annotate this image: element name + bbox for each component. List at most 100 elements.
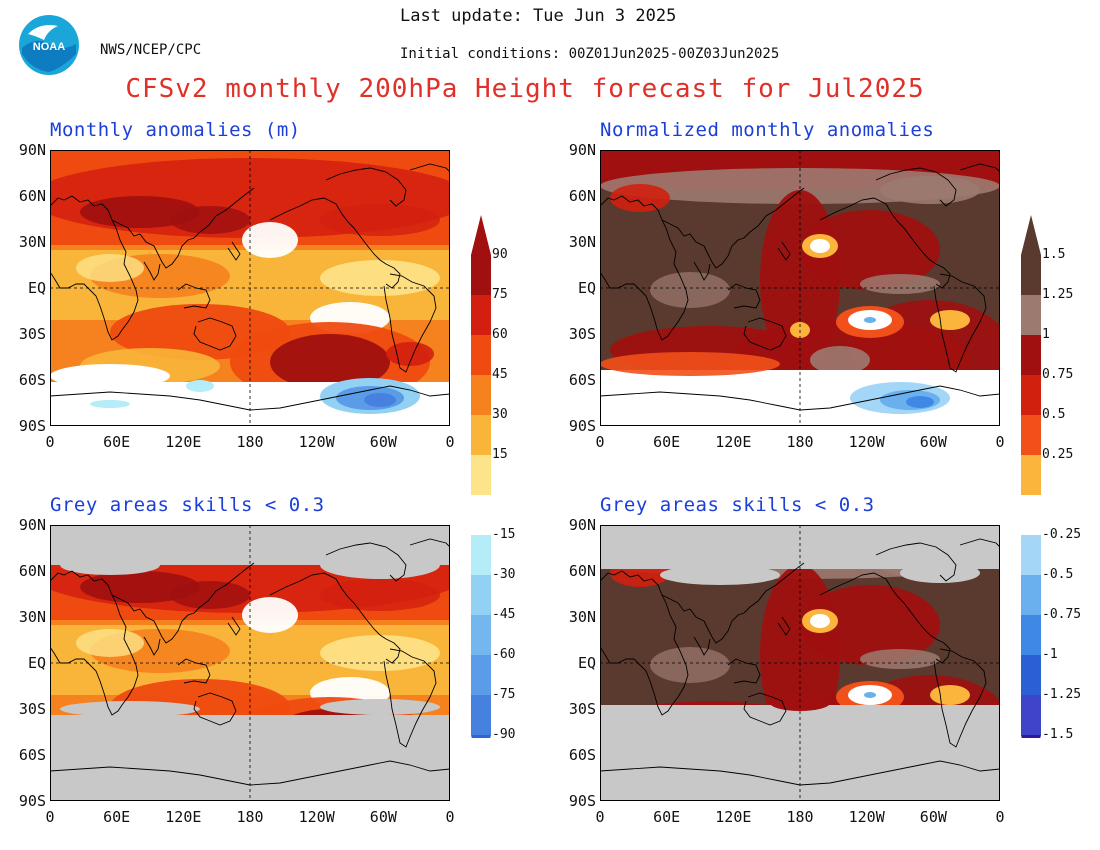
- lon-label: 120W: [848, 808, 885, 826]
- lon-label: 0: [595, 433, 605, 451]
- colorbar-normalized: [1020, 213, 1042, 738]
- lat-label: EQ: [577, 654, 596, 672]
- colorbar-segment: [1021, 535, 1041, 575]
- lon-label: 120W: [298, 433, 335, 451]
- colorbar-segment: [471, 295, 491, 335]
- lon-label: 60W: [369, 433, 397, 451]
- colorbar-segment: [471, 455, 491, 495]
- colorbar-tick-label: 0.5: [1042, 407, 1066, 422]
- lat-label: 30S: [568, 325, 596, 343]
- colorbar-segment: [471, 335, 491, 375]
- panel-title-anomalies: Monthly anomalies (m): [50, 119, 301, 141]
- lon-label: 0: [45, 808, 55, 826]
- colorbar-segment: [1021, 415, 1041, 455]
- lon-label: 0: [45, 433, 55, 451]
- colorbar-segment: [471, 415, 491, 455]
- lon-label: 120W: [848, 433, 885, 451]
- lat-label: 30N: [18, 608, 46, 626]
- colorbar-tick-label: 15: [492, 447, 508, 462]
- colorbar-segment: [1021, 615, 1041, 655]
- map-panel-anomalies: [50, 150, 450, 426]
- lat-label: 90S: [568, 417, 596, 435]
- colorbar-tick-label: -0.75: [1042, 607, 1082, 622]
- lon-label: 120E: [715, 433, 752, 451]
- colorbar-segment: [1021, 255, 1041, 295]
- masked-anomaly-field: [50, 525, 450, 801]
- colorbar-tick-label: 1.5: [1042, 247, 1066, 262]
- colorbar-segment: [471, 695, 491, 735]
- colorbar-segment: [1021, 655, 1041, 695]
- lon-label: 60W: [919, 433, 947, 451]
- lat-label: 90S: [18, 792, 46, 810]
- last-update-text: Last update: Tue Jun 3 2025: [400, 6, 677, 26]
- colorbar-tick-label: -15: [492, 527, 516, 542]
- page-title: CFSv2 monthly 200hPa Height forecast for…: [125, 74, 925, 104]
- colorbar-tick-label: -45: [492, 607, 516, 622]
- colorbar-segment: [471, 535, 491, 575]
- lat-label: 30S: [568, 700, 596, 718]
- colorbar-tick-label: -1.25: [1042, 687, 1082, 702]
- lat-label: 60N: [568, 562, 596, 580]
- colorbar-tick-label: -75: [492, 687, 516, 702]
- panel-title-normalized: Normalized monthly anomalies: [600, 119, 935, 141]
- colorbar-segment: [1021, 335, 1041, 375]
- colorbar-segment: [1021, 575, 1041, 615]
- lon-label: 120W: [298, 808, 335, 826]
- colorbar-tick-label: 0.25: [1042, 447, 1074, 462]
- lat-label: 60S: [18, 371, 46, 389]
- colorbar-tick-label: 90: [492, 247, 508, 262]
- map-panel-skill-normalized: [600, 525, 1000, 801]
- colorbar-bottom-arrow: [471, 735, 491, 738]
- agency-label: NWS/NCEP/CPC: [100, 42, 202, 58]
- map-panel-skill-anomalies: [50, 525, 450, 801]
- lat-label: 30N: [18, 233, 46, 251]
- colorbar-neutral-segment: [471, 495, 491, 535]
- lon-label: 0: [995, 808, 1005, 826]
- lon-label: 0: [445, 433, 455, 451]
- lat-label: 60S: [18, 746, 46, 764]
- colorbar-segment: [1021, 695, 1041, 735]
- lat-label: 30N: [568, 233, 596, 251]
- lon-label: 180: [786, 433, 814, 451]
- colorbar-anomalies: [470, 213, 492, 738]
- colorbar-segment: [1021, 455, 1041, 495]
- colorbar-segment: [471, 655, 491, 695]
- colorbar-neutral-segment: [1021, 495, 1041, 535]
- panel-title-skill-normalized: Grey areas skills < 0.3: [600, 494, 875, 516]
- colorbar-tick-label: -60: [492, 647, 516, 662]
- lon-label: 60E: [103, 433, 131, 451]
- lat-label: EQ: [577, 279, 596, 297]
- colorbar-tick-label: -1.5: [1042, 727, 1074, 742]
- lon-label: 60E: [653, 808, 681, 826]
- lon-label: 60W: [369, 808, 397, 826]
- colorbar-tick-label: -0.5: [1042, 567, 1074, 582]
- colorbar-tick-label: -1: [1042, 647, 1058, 662]
- lon-label: 0: [595, 808, 605, 826]
- lat-label: 60N: [568, 187, 596, 205]
- initial-conditions-text: Initial conditions: 00Z01Jun2025-00Z03Ju…: [400, 46, 780, 62]
- lon-label: 180: [236, 433, 264, 451]
- lat-label: 30S: [18, 325, 46, 343]
- lat-label: EQ: [27, 654, 46, 672]
- lon-label: 60W: [919, 808, 947, 826]
- map-panel-normalized: [600, 150, 1000, 426]
- colorbar-tick-label: 60: [492, 327, 508, 342]
- svg-text:NOAA: NOAA: [33, 41, 65, 53]
- lat-label: EQ: [27, 279, 46, 297]
- colorbar-top-arrow: [471, 215, 491, 255]
- lat-label: 30S: [18, 700, 46, 718]
- colorbar-segment: [471, 615, 491, 655]
- lat-label: 60N: [18, 562, 46, 580]
- colorbar-tick-label: -90: [492, 727, 516, 742]
- lon-label: 120E: [165, 808, 202, 826]
- lat-label: 60N: [18, 187, 46, 205]
- lat-label: 60S: [568, 746, 596, 764]
- colorbar-tick-label: -30: [492, 567, 516, 582]
- lat-label: 90N: [18, 516, 46, 534]
- lon-label: 180: [786, 808, 814, 826]
- colorbar-bottom-arrow: [1021, 735, 1041, 738]
- colorbar-segment: [1021, 295, 1041, 335]
- lat-label: 60S: [568, 371, 596, 389]
- lon-label: 120E: [165, 433, 202, 451]
- lon-label: 60E: [103, 808, 131, 826]
